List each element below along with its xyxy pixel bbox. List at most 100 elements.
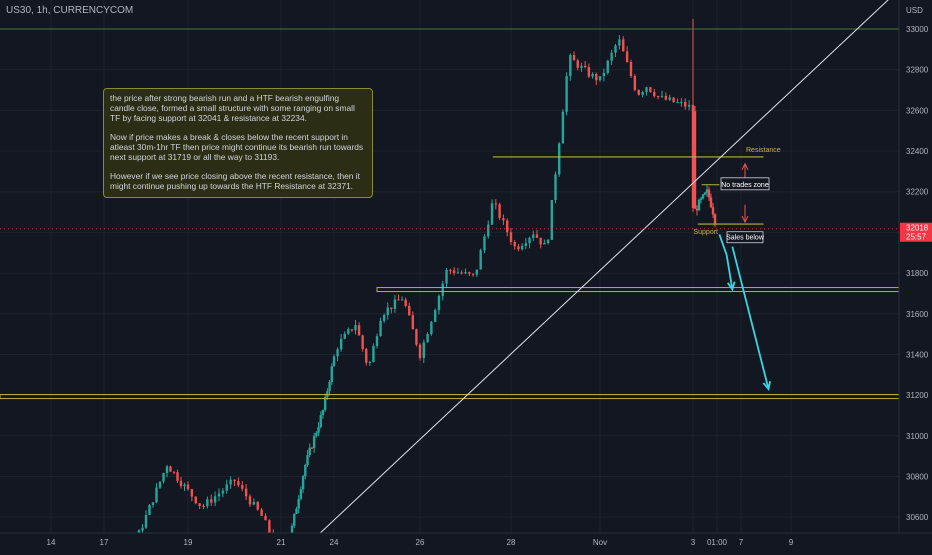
candle[interactable]	[372, 343, 375, 363]
candle[interactable]	[295, 506, 298, 515]
candle[interactable]	[339, 333, 343, 352]
candle[interactable]	[411, 311, 415, 330]
candle[interactable]	[169, 465, 172, 472]
candle[interactable]	[415, 328, 418, 347]
candle[interactable]	[618, 35, 621, 50]
symbol-header[interactable]: US30, 1h, CURRENCYCOM	[6, 5, 134, 16]
candle[interactable]	[310, 446, 314, 449]
candle[interactable]	[198, 503, 201, 510]
candle[interactable]	[595, 72, 598, 86]
candle[interactable]	[513, 240, 516, 250]
candle[interactable]	[400, 296, 404, 301]
candle[interactable]	[268, 519, 271, 533]
candle[interactable]	[151, 502, 155, 508]
candle[interactable]	[649, 86, 652, 93]
candle[interactable]	[637, 89, 640, 96]
candle[interactable]	[490, 199, 494, 226]
candle[interactable]	[297, 495, 300, 514]
candle[interactable]	[676, 98, 679, 104]
candle[interactable]	[306, 450, 309, 468]
candle[interactable]	[330, 363, 333, 385]
candle[interactable]	[460, 270, 463, 275]
candle[interactable]	[165, 464, 169, 478]
sales-below-label[interactable]: Sales below	[726, 231, 765, 244]
candle[interactable]	[437, 294, 441, 315]
candle[interactable]	[695, 205, 699, 216]
candle[interactable]	[317, 422, 320, 437]
candle[interactable]	[233, 479, 236, 487]
candle[interactable]	[252, 498, 256, 506]
candle[interactable]	[293, 513, 296, 528]
candle[interactable]	[365, 347, 368, 366]
candle[interactable]	[483, 234, 486, 254]
candle[interactable]	[190, 488, 194, 502]
candle[interactable]	[194, 496, 197, 505]
candle[interactable]	[422, 339, 425, 364]
candle[interactable]	[713, 213, 717, 228]
candle[interactable]	[441, 280, 444, 301]
candle[interactable]	[614, 43, 617, 58]
candle[interactable]	[583, 61, 587, 69]
candle[interactable]	[672, 97, 675, 103]
candle[interactable]	[343, 331, 346, 340]
candle[interactable]	[408, 302, 411, 316]
candle[interactable]	[397, 294, 400, 301]
candle[interactable]	[709, 193, 713, 209]
candle[interactable]	[539, 237, 542, 249]
candle[interactable]	[494, 199, 498, 210]
candle[interactable]	[558, 142, 561, 177]
candle[interactable]	[656, 95, 660, 100]
candle[interactable]	[244, 484, 248, 501]
candle[interactable]	[598, 76, 602, 82]
candle[interactable]	[332, 354, 336, 367]
candle[interactable]	[498, 202, 501, 221]
candle[interactable]	[158, 481, 162, 490]
candle[interactable]	[572, 51, 576, 61]
candle[interactable]	[319, 411, 322, 429]
candle[interactable]	[471, 273, 475, 277]
candle[interactable]	[183, 482, 186, 491]
candle[interactable]	[137, 528, 141, 533]
candle[interactable]	[393, 294, 397, 313]
candle[interactable]	[561, 109, 565, 144]
candle[interactable]	[502, 214, 505, 226]
candle[interactable]	[645, 86, 648, 96]
candle[interactable]	[221, 488, 225, 498]
candle[interactable]	[468, 271, 471, 277]
candle[interactable]	[449, 268, 452, 275]
candle[interactable]	[554, 171, 557, 204]
candle[interactable]	[404, 297, 407, 308]
candle[interactable]	[141, 523, 144, 533]
candle[interactable]	[633, 74, 637, 92]
candle[interactable]	[418, 343, 422, 361]
candle[interactable]	[308, 443, 311, 458]
candle[interactable]	[299, 486, 303, 501]
candle[interactable]	[517, 244, 520, 252]
candle[interactable]	[256, 501, 259, 511]
candle[interactable]	[587, 63, 591, 79]
candle[interactable]	[264, 513, 267, 521]
candle[interactable]	[456, 267, 460, 274]
candle[interactable]	[350, 328, 354, 333]
candle[interactable]	[680, 98, 683, 107]
projection-segment[interactable]	[718, 234, 728, 256]
candle[interactable]	[610, 49, 613, 66]
candle[interactable]	[641, 90, 644, 98]
candle[interactable]	[506, 218, 509, 237]
candle[interactable]	[509, 228, 513, 246]
candle[interactable]	[699, 196, 703, 204]
ascending-trendline[interactable]	[315, 0, 891, 538]
candle[interactable]	[653, 88, 656, 98]
candle[interactable]	[660, 90, 664, 99]
candle[interactable]	[705, 185, 709, 197]
candle[interactable]	[386, 302, 389, 320]
candle[interactable]	[323, 393, 327, 412]
candle[interactable]	[535, 230, 539, 239]
candle[interactable]	[237, 477, 240, 488]
candle[interactable]	[569, 53, 572, 81]
candle[interactable]	[162, 472, 165, 484]
candle[interactable]	[528, 236, 531, 249]
candle[interactable]	[260, 507, 263, 517]
